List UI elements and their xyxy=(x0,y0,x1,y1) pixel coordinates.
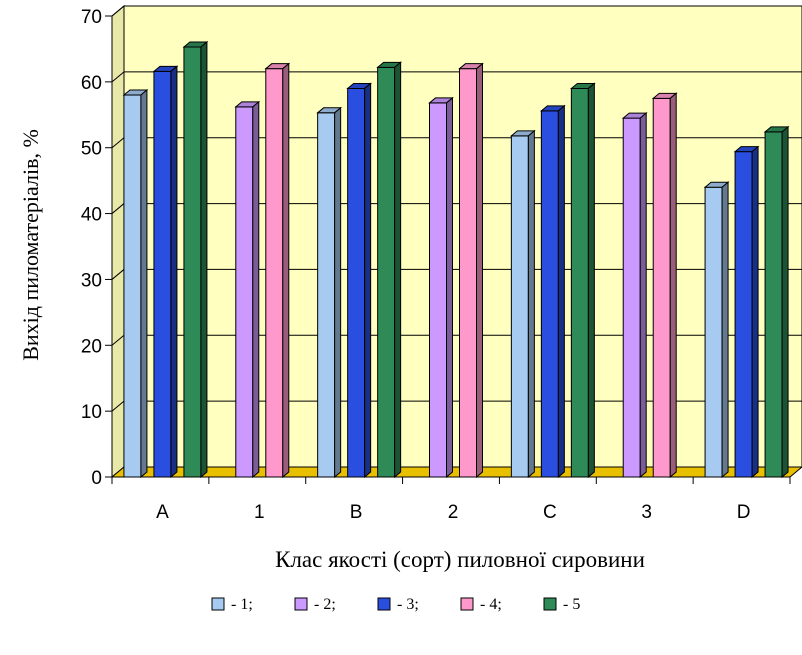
x-tick-label: 2 xyxy=(448,502,459,523)
bar xyxy=(234,100,261,479)
bar xyxy=(316,106,343,479)
bar-front xyxy=(235,106,254,478)
gridline-side xyxy=(111,269,125,280)
bar-side xyxy=(587,82,595,479)
bar-side xyxy=(751,145,759,479)
y-tick-label: 50 xyxy=(81,139,102,160)
bar xyxy=(539,104,566,479)
plot-area xyxy=(110,4,802,479)
y-axis-label: Вихід пиломатеріалів, % xyxy=(18,129,43,361)
bar-front xyxy=(347,87,366,478)
gridline-side xyxy=(111,71,125,83)
bar xyxy=(152,65,179,479)
legend-swatch xyxy=(377,597,391,611)
y-tick-label: 20 xyxy=(81,336,102,357)
bar-side xyxy=(282,62,290,479)
bar-front xyxy=(764,131,783,478)
gridline-side xyxy=(111,334,125,346)
y-tick-label: 70 xyxy=(81,7,102,28)
legend-label: - 4; xyxy=(480,596,502,613)
y-tick-label: 0 xyxy=(91,468,102,489)
x-tick-label: B xyxy=(350,502,363,523)
bar-side xyxy=(721,181,729,479)
bar-front xyxy=(183,46,202,478)
x-tick-label: D xyxy=(737,502,751,523)
gridline-side xyxy=(111,137,125,149)
bar-side xyxy=(200,40,208,479)
bar xyxy=(346,82,373,479)
legend-label: - 5 xyxy=(563,596,580,613)
y-tick-label: 30 xyxy=(81,270,102,291)
bar-side xyxy=(557,104,565,479)
legend-item: - 3; xyxy=(377,596,419,613)
legend-swatch xyxy=(543,597,557,611)
bar-front xyxy=(317,112,336,478)
bar xyxy=(703,181,730,479)
legend-item: - 2; xyxy=(294,596,336,613)
bars xyxy=(122,40,790,479)
bar-side xyxy=(669,92,677,479)
bar xyxy=(264,62,291,479)
x-axis-label: Клас якості (сорт) пиловної сировини xyxy=(275,547,645,572)
x-tick-label: 1 xyxy=(254,502,265,523)
bar-side xyxy=(170,65,178,479)
bar xyxy=(621,112,648,479)
bar-side xyxy=(639,112,647,479)
bar-front xyxy=(622,117,641,478)
bar-front xyxy=(123,94,142,478)
y-tick-label: 10 xyxy=(81,402,102,423)
legend-swatch xyxy=(460,597,474,611)
bar xyxy=(122,88,149,479)
legend-label: - 3; xyxy=(397,596,419,613)
bar-front xyxy=(429,102,447,478)
bar xyxy=(428,96,454,479)
bar xyxy=(182,40,209,479)
x-tick-label: 3 xyxy=(641,502,652,523)
y-tick-label: 40 xyxy=(81,205,102,226)
bar-front xyxy=(652,97,671,478)
legend-label: - 1; xyxy=(231,596,253,613)
bar-front xyxy=(704,186,723,478)
x-tick-label: C xyxy=(543,502,557,523)
legend-swatch xyxy=(294,597,308,611)
bar xyxy=(733,145,760,479)
bar-front xyxy=(377,66,396,478)
legend-item: - 5 xyxy=(543,596,580,613)
bar-side xyxy=(140,88,148,479)
bar xyxy=(569,82,596,479)
bar-side xyxy=(334,106,342,479)
bar-side xyxy=(527,129,535,479)
bar-side xyxy=(252,100,260,479)
bar xyxy=(763,125,790,479)
legend-label: - 2; xyxy=(314,596,336,613)
legend-swatch xyxy=(211,597,225,611)
bar xyxy=(376,61,403,479)
bar-side xyxy=(446,96,453,479)
bar xyxy=(509,129,536,479)
bar-front xyxy=(510,135,529,478)
legend: - 1; - 2; - 3; - 4; - 5 xyxy=(211,596,580,613)
y-tick-label: 60 xyxy=(81,73,102,94)
bar-front xyxy=(265,68,284,478)
bar-side xyxy=(476,62,483,479)
bar-front xyxy=(540,110,559,478)
bar-front xyxy=(734,151,753,478)
bar-side xyxy=(781,125,789,479)
gridline-side xyxy=(111,400,125,412)
bar-front xyxy=(570,87,589,478)
bar-front xyxy=(153,70,172,478)
legend-item: - 1; xyxy=(211,596,253,613)
plot-floor xyxy=(110,466,802,478)
bar-side xyxy=(394,61,402,479)
gridline-side xyxy=(111,203,125,214)
bar xyxy=(458,62,484,479)
axes: 0 10 20 30 40 50 60 70 A 1 B 2 C 3 D xyxy=(81,7,791,523)
gridline-side xyxy=(111,5,125,17)
legend-item: - 4; xyxy=(460,596,502,613)
bar-side xyxy=(364,82,372,479)
bar xyxy=(651,92,678,479)
x-tick-label: A xyxy=(156,502,169,523)
bar-front xyxy=(459,68,477,478)
